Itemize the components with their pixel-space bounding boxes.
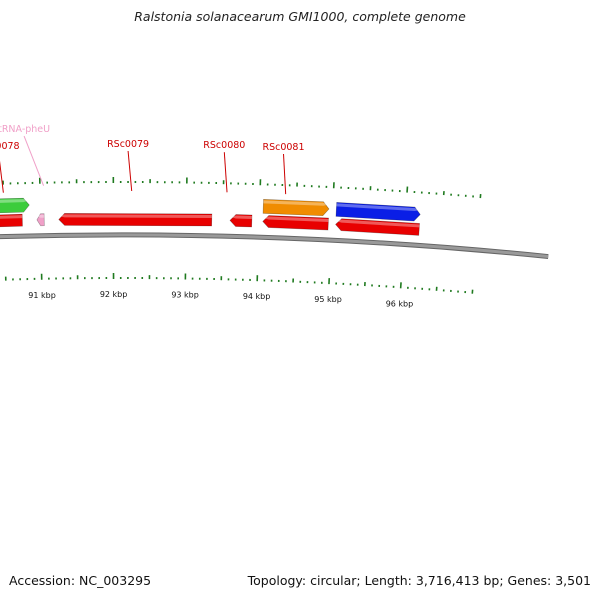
- leader-line-3: [127, 150, 133, 192]
- kbp-label-91: 91 kbp: [28, 291, 56, 300]
- feature-rsc0078: [0, 197, 30, 214]
- feature-rsc0081-highlight: [263, 200, 330, 206]
- gene-label-rsc0079: RSc0079: [107, 139, 149, 150]
- kbp-label-93: 93 kbp: [171, 290, 199, 299]
- kbp-label-94: 94 kbp: [243, 292, 271, 301]
- feature-trna-pheu: [36, 213, 45, 227]
- gene-label-trna-pheu: tRNA-pheU: [0, 124, 50, 135]
- feature-unnamed-10: [335, 218, 420, 236]
- feature-unnamed-8-highlight: [262, 216, 329, 223]
- feature-rsc0080-highlight: [230, 215, 252, 219]
- kbp-label-96: 96 kbp: [386, 299, 414, 308]
- feature-unnamed-9-highlight: [336, 203, 421, 212]
- feature-unnamed-4-highlight: [0, 215, 23, 219]
- feature-unnamed-9: [335, 202, 421, 222]
- gene-label-rsc0078: RSc0078: [0, 141, 20, 152]
- map-title: Ralstonia solanacearum GMI1000, complete…: [134, 9, 466, 24]
- backbone-layer: [0, 232, 549, 260]
- gene-label-rsc0081: RSc0081: [262, 142, 304, 153]
- feature-rsc0079-highlight: [58, 214, 212, 218]
- leader-line-2: [23, 135, 45, 186]
- feature-rsc0079: [58, 213, 213, 227]
- gene-label-rsc0080: RSc0080: [203, 140, 245, 151]
- topology-summary: Topology: circular; Length: 3,716,413 bp…: [247, 573, 591, 588]
- backbone-shadow: [0, 232, 549, 260]
- feature-trna-pheu-highlight: [36, 214, 45, 218]
- accession-label: Accession: NC_003295: [9, 573, 152, 588]
- leader-line-5: [283, 154, 287, 195]
- feature-unnamed-4: [0, 213, 23, 228]
- feature-unnamed-8: [262, 215, 329, 231]
- feature-rsc0081: [262, 199, 330, 217]
- feature-unnamed-10-highlight: [335, 219, 420, 228]
- backbone-arc: [0, 233, 549, 259]
- kbp-label-95: 95 kbp: [314, 295, 342, 304]
- gene-labels-layer: RSc0077RSc0078tRNA-pheURSc0079RSc0080RSc…: [0, 124, 305, 195]
- feature-rsc0078-highlight: [0, 199, 30, 203]
- leader-line-1: [0, 160, 4, 193]
- kbp-label-92: 92 kbp: [100, 290, 128, 299]
- leader-line-4: [223, 152, 228, 193]
- tick-marks-layer: [2, 177, 482, 294]
- features-layer: [0, 197, 421, 236]
- feature-rsc0080: [229, 214, 253, 228]
